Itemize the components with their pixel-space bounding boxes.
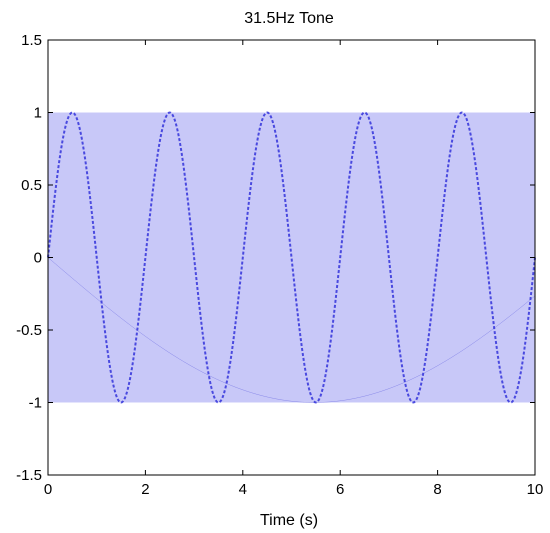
y-tick-label: 0.5	[21, 177, 42, 194]
y-tick-label: -1.5	[16, 467, 42, 484]
signal-line	[47, 257, 535, 403]
y-tick-label: 1	[34, 105, 42, 122]
signal-band	[48, 112, 535, 403]
y-tick-label: 1.5	[21, 32, 42, 49]
y-tick-label: -0.5	[16, 322, 42, 339]
ticks-layer	[47, 39, 536, 476]
x-tick-label: 0	[44, 481, 52, 498]
x-axis-label: Time (s)	[260, 512, 318, 529]
y-tick-label: 0	[34, 250, 42, 267]
x-tick-label: 10	[527, 481, 544, 498]
tick-labels-layer: 0 2 4 6 8 10 -1.5 -1 -0.5 0 0.5 1 1.5	[16, 32, 543, 498]
x-tick-label: 2	[141, 481, 149, 498]
x-tick-label: 6	[336, 481, 344, 498]
y-tick-label: -1	[29, 395, 42, 412]
x-tick-label: 8	[433, 481, 441, 498]
aliased-envelope-line	[47, 111, 536, 404]
signal-layer	[47, 111, 536, 404]
x-tick-label: 4	[239, 481, 247, 498]
chart-title: 31.5Hz Tone	[244, 10, 334, 27]
